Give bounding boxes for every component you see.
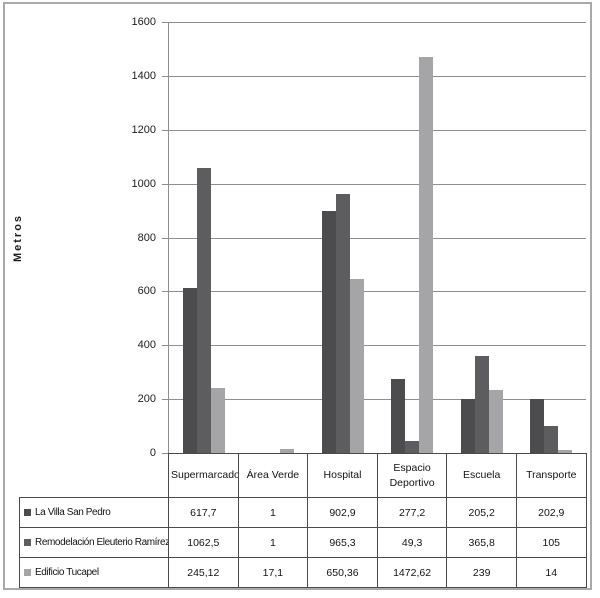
y-tick-label-600: 600	[137, 285, 156, 298]
gridline-1400	[169, 75, 586, 77]
y-tick-mark-400	[162, 345, 168, 347]
value-cell-s2-c4: 49,3	[376, 527, 448, 558]
y-tick-mark-1600	[162, 22, 168, 23]
category-header-row: Supermarcado Área Verde Hospital Espacio De…	[20, 453, 587, 498]
gridline-800	[169, 237, 586, 239]
legend-item-2: Remodelación Eleuterio Ramírez	[19, 527, 169, 558]
value-cell-s1-c6: 202,9	[515, 497, 587, 528]
bar-series1-transporte	[530, 399, 545, 454]
bar-series2-espacio-deportivo	[405, 440, 420, 454]
y-tick-label-200: 200	[137, 393, 156, 406]
legend-swatch-icon	[24, 509, 31, 516]
bar-series2-transporte	[544, 425, 559, 454]
y-tick-label-1400: 1400	[131, 69, 156, 82]
plot-area	[168, 22, 586, 454]
figure-border	[3, 2, 592, 590]
category-header-supermarcado: Supermarcado	[168, 453, 239, 498]
gridline-600	[169, 291, 586, 293]
value-cell-s2-c3: 965,3	[307, 527, 378, 558]
category-header-transporte: Transporte	[515, 453, 587, 498]
bar-series3-espacio-deportivo	[419, 57, 434, 454]
series-row-1: La Villa San Pedro 617,7 1 902,9 277,2 205,2 2…	[19, 497, 587, 528]
gridline-200	[169, 399, 586, 401]
value-cell-s1-c5: 205,2	[446, 497, 517, 528]
y-axis-title-wrap: Metros	[8, 22, 28, 453]
header-row: Supermarcado Área Verde Hospital Espacio De…	[20, 453, 587, 498]
category-header-espacio-deportivo: Espacio Deportivo	[376, 453, 448, 498]
category-header-área-verde: Área Verde	[237, 453, 309, 498]
bar-series1-supermarcado	[182, 287, 197, 454]
header-blank-cell	[20, 454, 169, 498]
y-tick-mark-200	[162, 399, 168, 401]
value-cell-s3-c5: 239	[446, 557, 517, 588]
gridline-1200	[169, 129, 586, 131]
value-cell-s2-c2: 1	[237, 527, 309, 558]
value-cell-s3-c1: 245,12	[168, 557, 239, 588]
series-name: Remodelación Eleuterio Ramírez	[35, 537, 169, 548]
value-cell-s3-c2: 17,1	[237, 557, 309, 588]
series-name: La Villa San Pedro	[35, 507, 111, 518]
y-tick-label-1600: 1600	[131, 16, 156, 28]
bar-series3-área-verde	[280, 449, 295, 454]
gridline-400	[169, 345, 586, 347]
y-tick-mark-1000	[162, 183, 168, 185]
bar-series3-supermarcado	[210, 388, 225, 454]
bar-series2-escuela	[474, 355, 489, 454]
y-tick-mark-1200	[162, 129, 168, 131]
series-row-2: Remodelación Eleuterio Ramírez 1062,5 1 965…	[19, 527, 587, 558]
legend-swatch-icon	[24, 539, 31, 546]
gridline-1000	[169, 183, 586, 185]
value-cell-s3-c3: 650,36	[307, 557, 378, 588]
data-table: Supermarcado Área Verde Hospital Espacio De…	[19, 453, 587, 588]
bar-series1-espacio-deportivo	[391, 379, 406, 454]
series-name: Edificio Tucapel	[35, 567, 99, 578]
value-cell-s2-c5: 365,8	[446, 527, 517, 558]
bar-series3-hospital	[349, 278, 364, 454]
bar-series3-escuela	[488, 389, 503, 454]
y-tick-label-1000: 1000	[131, 177, 156, 190]
y-tick-mark-1400	[162, 75, 168, 77]
table-body: La Villa San Pedro 617,7 1 902,9 277,2 205,2 2…	[19, 497, 587, 588]
value-cell-s1-c4: 277,2	[376, 497, 448, 528]
bar-series1-hospital	[321, 210, 336, 454]
value-cell-s3-c4: 1472,62	[376, 557, 448, 588]
y-tick-label-400: 400	[137, 339, 156, 352]
y-tick-label-1200: 1200	[131, 123, 156, 136]
legend-item-1: La Villa San Pedro	[19, 497, 169, 528]
value-cell-s2-c6: 105	[515, 527, 587, 558]
y-tick-label-0: 0	[149, 447, 156, 459]
value-cell-s1-c1: 617,7	[168, 497, 239, 528]
bar-series2-supermarcado	[196, 167, 211, 454]
y-tick-mark-600	[162, 291, 168, 293]
category-header-escuela: Escuela	[446, 453, 517, 498]
value-cell-s3-c6: 14	[515, 557, 587, 588]
value-cell-s2-c1: 1062,5	[168, 527, 239, 558]
bar-series1-escuela	[460, 398, 475, 454]
legend-item-3: Edificio Tucapel	[19, 557, 169, 588]
series-row-3: Edificio Tucapel 245,12 17,1 650,36 1472,62 2…	[19, 557, 587, 588]
category-header-hospital: Hospital	[307, 453, 378, 498]
y-axis-title: Metros	[12, 213, 24, 262]
y-tick-mark-800	[162, 237, 168, 239]
value-cell-s1-c2: 1	[237, 497, 309, 528]
bar-series3-transporte	[558, 450, 573, 454]
bar-series2-hospital	[335, 194, 350, 454]
y-tick-label-800: 800	[137, 231, 156, 244]
value-cell-s1-c3: 902,9	[307, 497, 378, 528]
legend-swatch-icon	[24, 569, 31, 576]
y-tick-mark-0	[162, 453, 168, 454]
